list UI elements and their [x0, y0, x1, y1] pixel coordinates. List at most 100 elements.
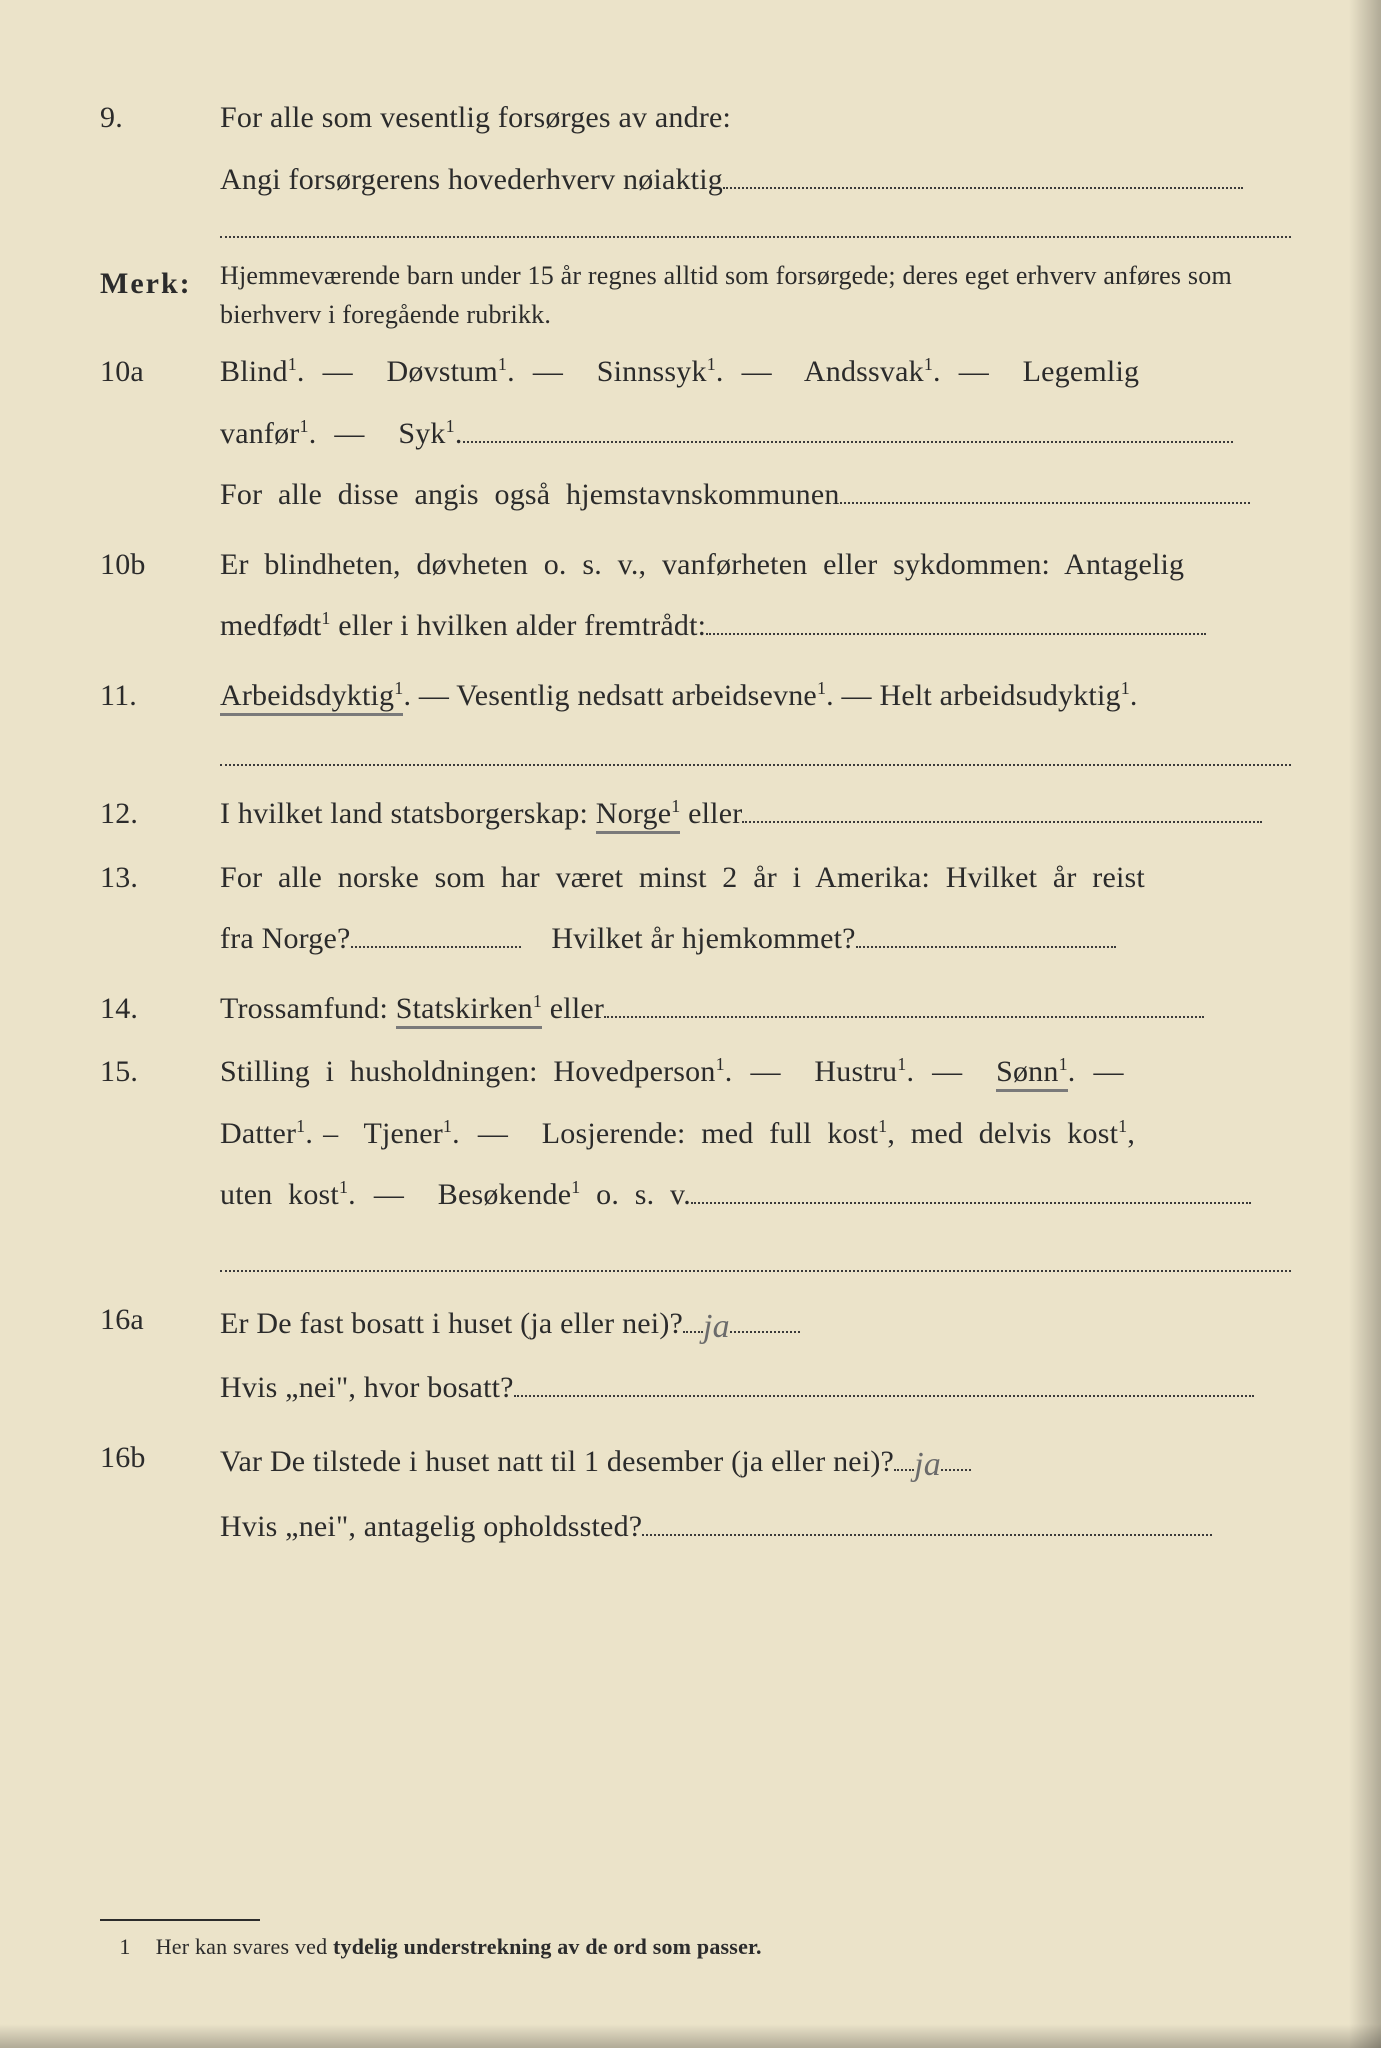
q9-line2: Angi forsørgerens hovederhverv nøiaktig — [220, 152, 1291, 208]
fill-rule — [514, 1367, 1254, 1398]
section-divider — [220, 763, 1291, 766]
q15-tjener: Tjener — [363, 1117, 452, 1150]
q15-osv: o. s. v. — [580, 1178, 691, 1211]
q15-hustru: Hustru — [814, 1055, 906, 1088]
question-10b: 10b Er blindheten, døvheten o. s. v., va… — [100, 537, 1291, 660]
footnote-rule — [100, 1919, 260, 1921]
opt-syk: Syk — [398, 417, 455, 450]
q15-uten: uten kost — [220, 1178, 348, 1211]
q13-number: 13. — [100, 850, 220, 906]
footnote-text-a: Her kan svares ved — [156, 1934, 333, 1959]
q10b-line1: Er blindheten, døvheten o. s. v., vanfør… — [220, 537, 1291, 593]
q15-sonn-underlined: Sønn — [996, 1055, 1068, 1092]
q10a-body: Blind.— Døvstum.— Sinnssyk.— Andssvak.— … — [220, 344, 1291, 529]
q14-statskirken-underlined: Statskirken — [396, 992, 542, 1029]
section-divider — [220, 1269, 1291, 1272]
q9-line2-text: Angi forsørgerens hovederhverv nøiaktig — [220, 163, 723, 196]
dash: — — [316, 417, 382, 450]
opt-vanfor: vanfør — [220, 417, 309, 450]
q10b-number: 10b — [100, 537, 220, 593]
fill-rule — [730, 1302, 800, 1333]
q16a-line1: Er De fast bosatt i huset (ja eller nei)… — [220, 1292, 1291, 1355]
fill-rule — [856, 918, 1116, 949]
fill-rule — [351, 918, 521, 949]
question-16a: 16a Er De fast bosatt i huset (ja eller … — [100, 1292, 1291, 1422]
q10a-line3-text: For alle disse angis også hjemstavnskomm… — [220, 478, 840, 511]
q11-opt-a-underlined: Arbeidsdyktig — [220, 679, 403, 716]
q14-text-b: eller — [542, 992, 604, 1025]
footnote-text-b: tydelig understrekning av de ord som pas… — [333, 1934, 762, 1959]
q10b-medfodt: medfødt — [220, 609, 331, 642]
fill-rule — [691, 1174, 1251, 1205]
q15-line1: Stilling i husholdningen: Hovedperson.— … — [220, 1044, 1291, 1100]
q15-body: Stilling i husholdningen: Hovedperson.— … — [220, 1044, 1291, 1229]
q16b-q: Var De tilstede i huset natt til 1 desem… — [220, 1445, 894, 1478]
q13-line1: For alle norske som har været minst 2 år… — [220, 850, 1291, 906]
question-11: 11. Arbeidsdyktig. — Vesentlig nedsatt a… — [100, 668, 1291, 724]
q10b-line2b: eller i hvilken alder fremtrådt: — [331, 609, 707, 642]
q14-number: 14. — [100, 981, 220, 1037]
footnote-marker: 1 — [100, 1927, 150, 1968]
q9-number: 9. — [100, 90, 220, 146]
opt-dovstum: Døvstum — [387, 355, 508, 388]
q13-line2: fra Norge? Hvilket år hjemkommet? — [220, 911, 1291, 967]
q13-line2a: fra Norge? — [220, 922, 351, 955]
q10b-line2: medfødt eller i hvilken alder fremtrådt: — [220, 598, 1291, 654]
q14-text-a: Trossamfund: — [220, 992, 396, 1025]
q11-body: Arbeidsdyktig. — Vesentlig nedsatt arbei… — [220, 668, 1291, 724]
dash: — — [356, 1178, 422, 1211]
q16a-answer-handwritten: ja — [703, 1308, 730, 1345]
document-page: 9. For alle som vesentlig forsørges av a… — [0, 0, 1381, 2048]
q11-opt-b: Vesentlig nedsatt arbeidsevne — [456, 679, 826, 712]
q15-besok: Besøkende — [438, 1178, 581, 1211]
q15-losj: Losjerende: med full kost — [542, 1117, 888, 1150]
fill-rule — [742, 793, 1262, 824]
q14-body: Trossamfund: Statskirken eller — [220, 981, 1291, 1037]
fill-rule-full — [220, 235, 1291, 238]
q16b-body: Var De tilstede i huset natt til 1 desem… — [220, 1430, 1291, 1560]
q13-line2b: Hvilket år hjemkommet? — [551, 922, 855, 955]
question-10a: 10a Blind.— Døvstum.— Sinnssyk.— Andssva… — [100, 344, 1291, 529]
q10a-line1: Blind.— Døvstum.— Sinnssyk.— Andssvak.— … — [220, 344, 1291, 400]
q15-lead: Stilling i husholdningen: — [220, 1055, 553, 1088]
dash: — — [914, 1055, 980, 1088]
opt-legemlig: Legemlig — [1023, 355, 1140, 388]
q16b-line2-text: Hvis „nei", antagelig opholdssted? — [220, 1510, 642, 1543]
question-14: 14. Trossamfund: Statskirken eller — [100, 981, 1291, 1037]
q15-number: 15. — [100, 1044, 220, 1100]
q11-opt-c: Helt arbeidsudyktig — [879, 679, 1129, 712]
footnote: 1 Her kan svares ved tydelig understrekn… — [100, 1919, 1291, 1968]
q12-text-b: eller — [680, 797, 742, 830]
opt-blind: Blind — [220, 355, 297, 388]
question-16b: 16b Var De tilstede i huset natt til 1 d… — [100, 1430, 1291, 1560]
q11-number: 11. — [100, 668, 220, 724]
q16a-line2-text: Hvis „nei", hvor bosatt? — [220, 1371, 514, 1404]
question-9: 9. For alle som vesentlig forsørges av a… — [100, 90, 1291, 248]
dash: – — [313, 1117, 348, 1150]
q15-delvis: med delvis kost — [911, 1117, 1128, 1150]
question-15: 15. Stilling i husholdningen: Hovedperso… — [100, 1044, 1291, 1229]
q12-norge-underlined: Norge — [596, 797, 681, 834]
q16b-line1: Var De tilstede i huset natt til 1 desem… — [220, 1430, 1291, 1493]
q12-number: 12. — [100, 786, 220, 842]
fill-rule — [463, 412, 1233, 443]
dash: — — [941, 355, 1007, 388]
fill-rule — [683, 1302, 703, 1333]
fill-rule — [941, 1440, 971, 1471]
merk-note: Merk: Hjemmeværende barn under 15 år reg… — [100, 256, 1291, 334]
q16a-q: Er De fast bosatt i huset (ja eller nei)… — [220, 1307, 683, 1340]
q12-text-a: I hvilket land statsborgerskap: — [220, 797, 596, 830]
q16b-answer-handwritten: ja — [914, 1446, 941, 1483]
q9-line1: For alle som vesentlig forsørges av andr… — [220, 90, 1291, 146]
q16b-line2: Hvis „nei", antagelig opholdssted? — [220, 1499, 1291, 1555]
fill-rule — [706, 605, 1206, 636]
q16b-number: 16b — [100, 1430, 220, 1486]
q9-body: For alle som vesentlig forsørges av andr… — [220, 90, 1291, 248]
q16a-line2: Hvis „nei", hvor bosatt? — [220, 1360, 1291, 1416]
fill-rule — [723, 158, 1243, 189]
dash: — — [1075, 1055, 1141, 1088]
dash: — — [732, 1055, 798, 1088]
merk-label: Merk: — [100, 256, 220, 312]
q12-body: I hvilket land statsborgerskap: Norge el… — [220, 786, 1291, 842]
dash: — — [305, 355, 371, 388]
